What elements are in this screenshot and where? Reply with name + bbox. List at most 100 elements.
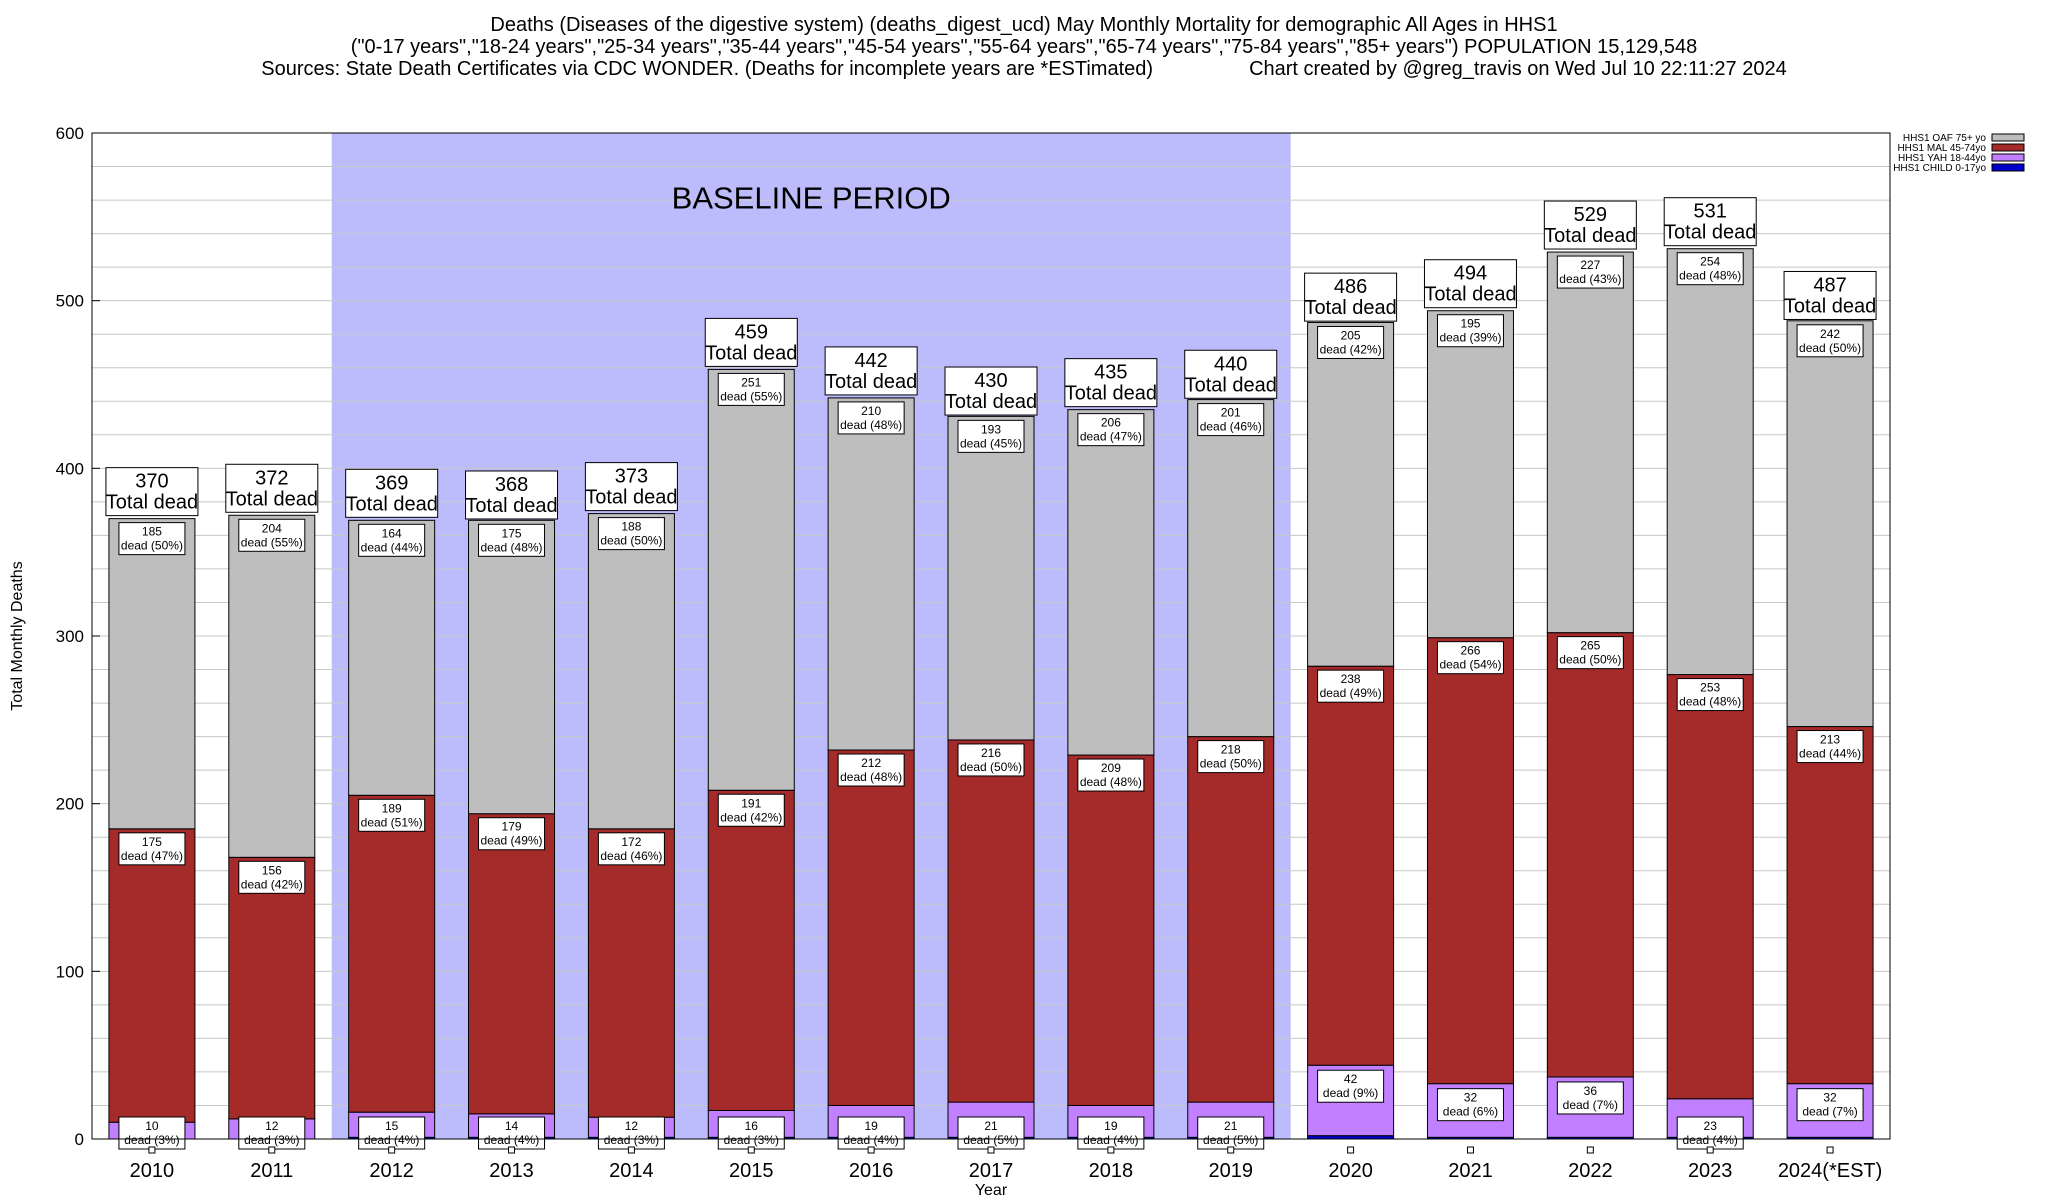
segment-value-oaf: 205	[1341, 328, 1361, 342]
segment-value-oaf: 195	[1460, 317, 1480, 331]
bar-segment-mal	[468, 813, 556, 1115]
segment-pct-oaf: dead (42%)	[1320, 342, 1382, 356]
chart-title-line2: ("0-17 years","18-24 years","25-34 years…	[350, 36, 1698, 58]
segment-value-mal: 191	[741, 796, 761, 810]
segment-pct-yah: dead (5%)	[963, 1133, 1018, 1147]
segment-label-box-oaf	[1077, 413, 1145, 447]
chart-titles: Deaths (Diseases of the digestive system…	[0, 14, 2048, 80]
x-tick-label: 2020	[1328, 1160, 1373, 1182]
total-value: 369	[375, 472, 408, 494]
x-tick-label: 2015	[729, 1160, 774, 1182]
segment-label-box-mal	[717, 793, 785, 827]
segment-value-mal: 253	[1700, 681, 1720, 695]
total-value: 372	[255, 467, 288, 489]
segment-pct-yah: dead (7%)	[1563, 1098, 1618, 1112]
total-label: Total dead	[1185, 374, 1277, 396]
segment-pct-mal: dead (44%)	[1799, 747, 1861, 761]
segment-value-yah: 12	[625, 1119, 639, 1133]
total-label-box	[1663, 197, 1757, 247]
total-label-box	[1543, 200, 1637, 250]
bar-segment-child	[1307, 1135, 1395, 1140]
child-marker	[867, 1146, 875, 1154]
segment-value-yah: 14	[505, 1119, 519, 1133]
segment-value-yah: 19	[864, 1119, 878, 1133]
child-marker	[1107, 1146, 1115, 1154]
segment-pct-yah: dead (9%)	[1323, 1086, 1378, 1100]
legend-swatch-child	[1991, 163, 2025, 172]
total-label-box	[704, 317, 798, 367]
bar-segment-oaf	[348, 519, 436, 796]
segment-value-oaf: 201	[1221, 406, 1241, 420]
total-label: Total dead	[1664, 222, 1756, 244]
bar-segment-mal	[587, 828, 675, 1118]
total-value: 370	[135, 471, 168, 493]
x-tick-label: 2024(*EST)	[1778, 1160, 1883, 1182]
child-marker	[1586, 1146, 1594, 1154]
x-tick-label: 2010	[130, 1160, 175, 1182]
segment-pct-yah: dead (6%)	[1443, 1105, 1498, 1119]
total-label: Total dead	[346, 493, 438, 515]
x-tick-label: 2014	[609, 1160, 654, 1182]
total-label-box	[584, 462, 678, 512]
bar-segment-oaf	[1307, 321, 1395, 667]
y-axis-label: Total Monthly Deaths	[9, 561, 26, 710]
segment-pct-yah: dead (4%)	[1683, 1133, 1738, 1147]
segment-label-box-mal	[1197, 740, 1265, 774]
total-label-box	[1304, 272, 1398, 322]
segment-pct-yah: dead (3%)	[124, 1133, 179, 1147]
segment-value-oaf: 175	[502, 526, 522, 540]
segment-value-yah: 19	[1104, 1119, 1118, 1133]
segment-pct-yah: dead (3%)	[724, 1133, 779, 1147]
child-marker	[987, 1146, 995, 1154]
segment-label-box-yah	[837, 1116, 905, 1150]
total-label-box	[465, 470, 559, 520]
bar-segment-mal	[1187, 736, 1275, 1103]
segment-label-box-oaf	[118, 522, 186, 556]
segment-value-mal: 156	[262, 863, 282, 877]
segment-label-box-mal	[837, 753, 905, 787]
total-value: 487	[1813, 274, 1846, 296]
segment-pct-yah: dead (4%)	[484, 1133, 539, 1147]
segment-value-mal: 172	[621, 835, 641, 849]
segment-label-box-yah	[238, 1116, 306, 1150]
segment-value-yah: 36	[1584, 1084, 1598, 1098]
total-value: 368	[495, 474, 528, 496]
child-marker	[1466, 1146, 1474, 1154]
segment-label-box-mal	[1317, 669, 1385, 703]
segment-value-mal: 265	[1580, 639, 1600, 653]
segment-label-box-mal	[358, 798, 426, 832]
bar-segment-mal	[947, 739, 1035, 1103]
segment-label-box-yah	[717, 1116, 785, 1150]
segment-pct-oaf: dead (48%)	[1679, 269, 1741, 283]
segment-value-mal: 238	[1341, 672, 1361, 686]
segment-value-oaf: 206	[1101, 416, 1121, 430]
bar-segment-oaf	[1187, 399, 1275, 738]
total-label-box	[1783, 270, 1877, 320]
y-tick-label: 300	[56, 627, 84, 646]
segment-pct-yah: dead (3%)	[604, 1133, 659, 1147]
segment-pct-yah: dead (4%)	[364, 1133, 419, 1147]
bar-segment-mal	[827, 749, 915, 1106]
child-marker	[1347, 1146, 1355, 1154]
total-label: Total dead	[1424, 284, 1516, 306]
child-marker	[747, 1146, 755, 1154]
total-value: 442	[854, 350, 887, 372]
bar-segment-mal	[348, 794, 436, 1113]
segment-pct-oaf: dead (50%)	[121, 539, 183, 553]
baseline-period-label: BASELINE PERIOD	[672, 180, 951, 215]
segment-label-box-yah	[957, 1116, 1025, 1150]
legend-label-oaf: HHS1 OAF 75+ yo	[1903, 133, 1987, 144]
total-label: Total dead	[705, 342, 797, 364]
segment-label-box-mal	[597, 832, 665, 866]
child-marker	[148, 1146, 156, 1154]
segment-pct-mal: dead (42%)	[720, 810, 782, 824]
segment-pct-oaf: dead (47%)	[1080, 430, 1142, 444]
child-marker	[388, 1146, 396, 1154]
total-label-box	[105, 467, 199, 517]
segment-pct-mal: dead (50%)	[1200, 757, 1262, 771]
segment-pct-mal: dead (49%)	[1320, 686, 1382, 700]
segment-pct-mal: dead (48%)	[1679, 695, 1741, 709]
child-marker	[1706, 1146, 1714, 1154]
segment-pct-yah: dead (4%)	[1083, 1133, 1138, 1147]
bar-segment-oaf	[587, 513, 675, 830]
